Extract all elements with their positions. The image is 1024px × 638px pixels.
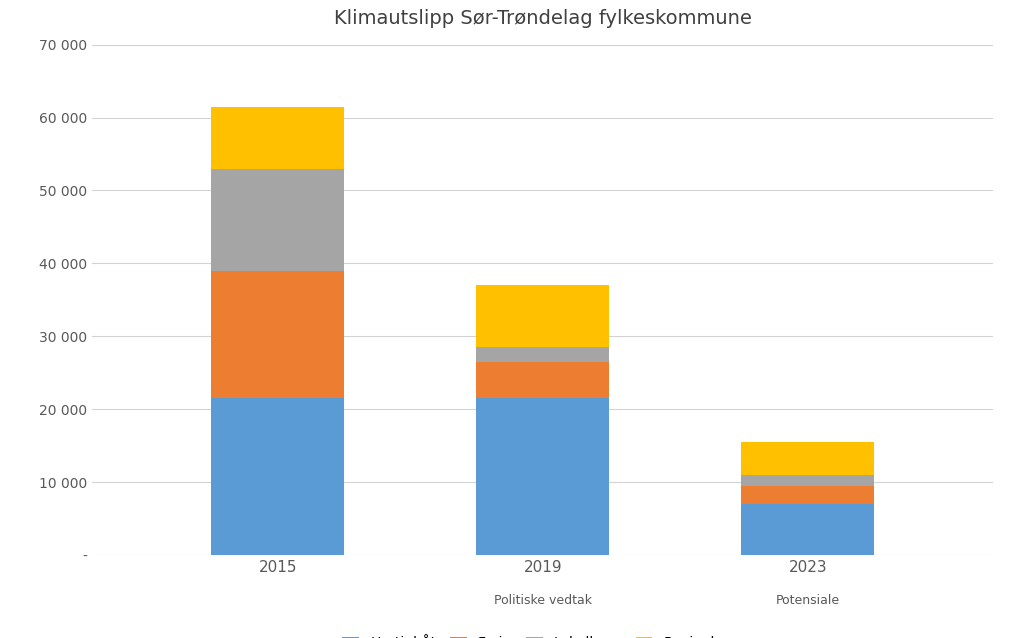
Bar	[476, 285, 609, 347]
Bar	[211, 398, 344, 555]
Legend: Hurtigbåt, Ferje, Lokalbuss, Regionbuss: Hurtigbåt, Ferje, Lokalbuss, Regionbuss	[337, 628, 749, 638]
Bar	[741, 442, 874, 475]
Bar	[741, 475, 874, 486]
Bar	[741, 504, 874, 555]
Title: Klimautslipp Sør-Trøndelag fylkeskommune: Klimautslipp Sør-Trøndelag fylkeskommune	[334, 9, 752, 28]
Bar	[211, 271, 344, 398]
Bar	[211, 107, 344, 168]
Bar	[211, 168, 344, 271]
Bar	[476, 362, 609, 398]
Bar	[476, 398, 609, 555]
Text: Politiske vedtak: Politiske vedtak	[494, 594, 592, 607]
Bar	[741, 486, 874, 504]
Text: Potensiale: Potensiale	[776, 594, 840, 607]
Bar	[476, 347, 609, 362]
